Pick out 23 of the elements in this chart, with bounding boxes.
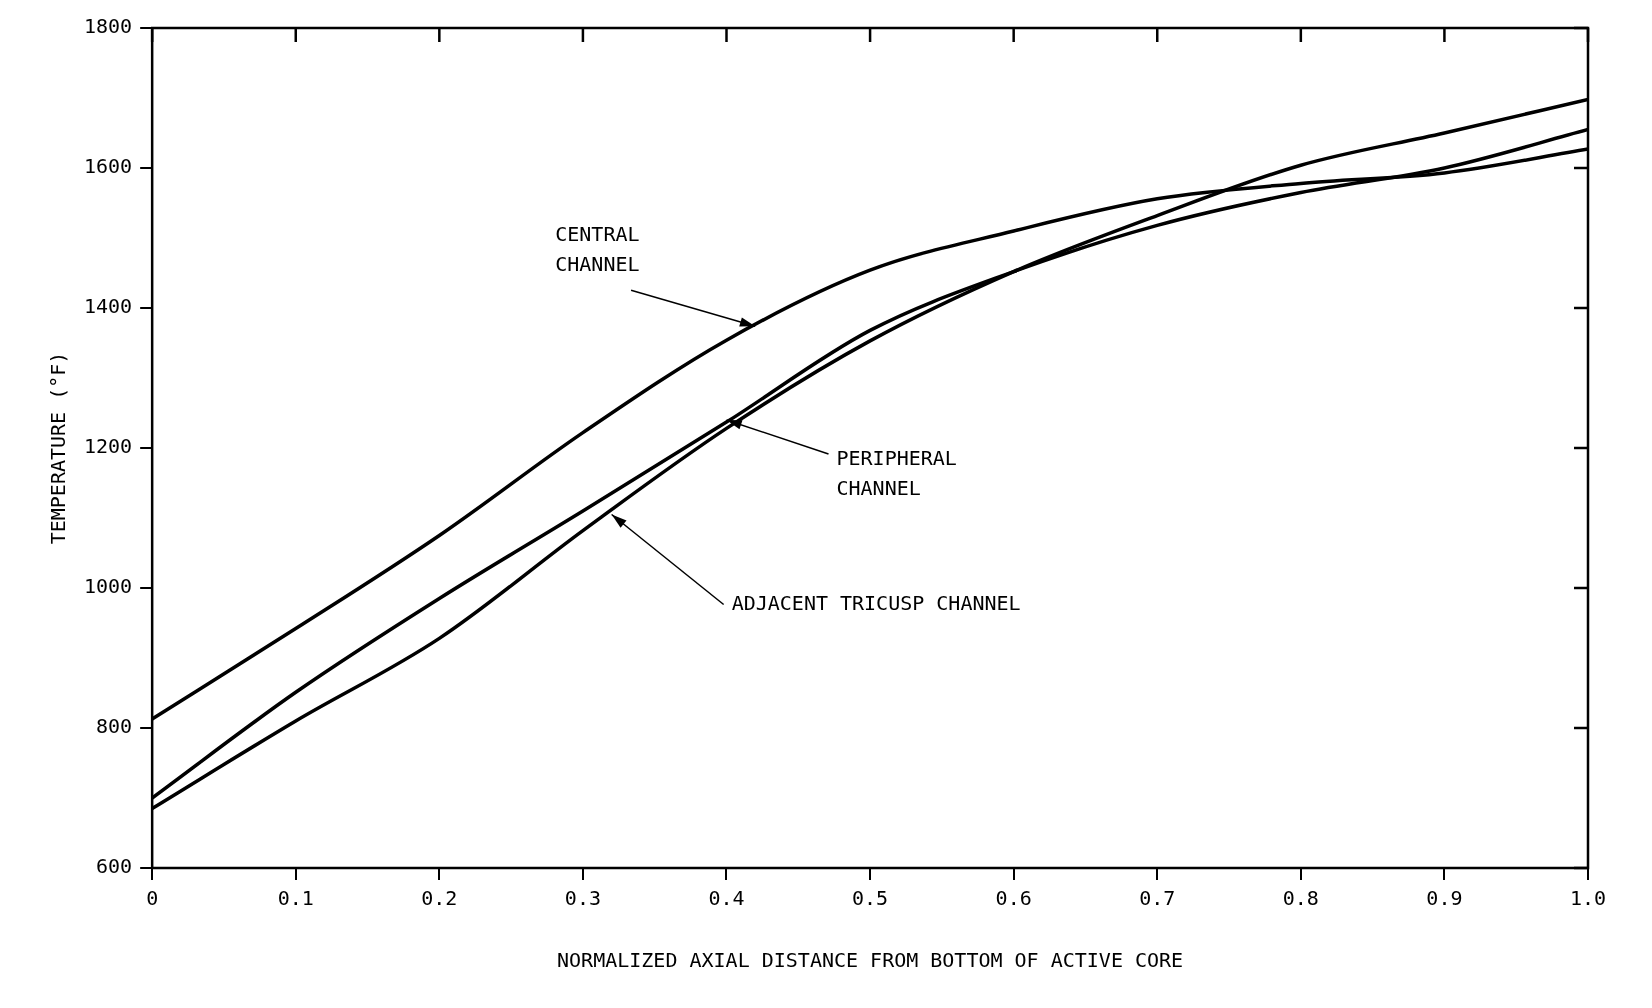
- y-tick-label: 1400: [83, 294, 133, 319]
- y-tick-label: 1000: [83, 574, 133, 599]
- y-tick-label: 1800: [83, 14, 133, 39]
- annotation: ADJACENT TRICUSP CHANNEL: [731, 590, 1021, 615]
- y-tick-label: 600: [96, 854, 133, 879]
- x-tick-label: 0.5: [852, 886, 889, 911]
- annotation: PERIPHERAL CHANNEL: [836, 446, 957, 501]
- x-tick-label: 0.1: [277, 886, 314, 911]
- x-tick-label: 0: [146, 886, 159, 911]
- x-tick-label: 0.8: [1282, 886, 1319, 911]
- x-tick-label: 0.9: [1426, 886, 1463, 911]
- x-tick-label: 0.4: [708, 886, 745, 911]
- y-tick-label: 1600: [83, 154, 133, 179]
- y-tick-label: 800: [96, 714, 133, 739]
- y-axis-title: TEMPERATURE (°F): [46, 351, 71, 545]
- x-tick-label: 0.6: [995, 886, 1032, 911]
- x-axis-title: NORMALIZED AXIAL DISTANCE FROM BOTTOM OF ACTIVE CORE: [557, 948, 1184, 973]
- x-tick-label: 0.7: [1139, 886, 1176, 911]
- x-tick-label: 1.0: [1569, 886, 1607, 911]
- y-tick-label: 1200: [83, 434, 133, 459]
- annotation: CENTRAL CHANNEL: [555, 222, 640, 277]
- x-tick-label: 0.2: [421, 886, 458, 911]
- x-tick-label: 0.3: [564, 886, 601, 911]
